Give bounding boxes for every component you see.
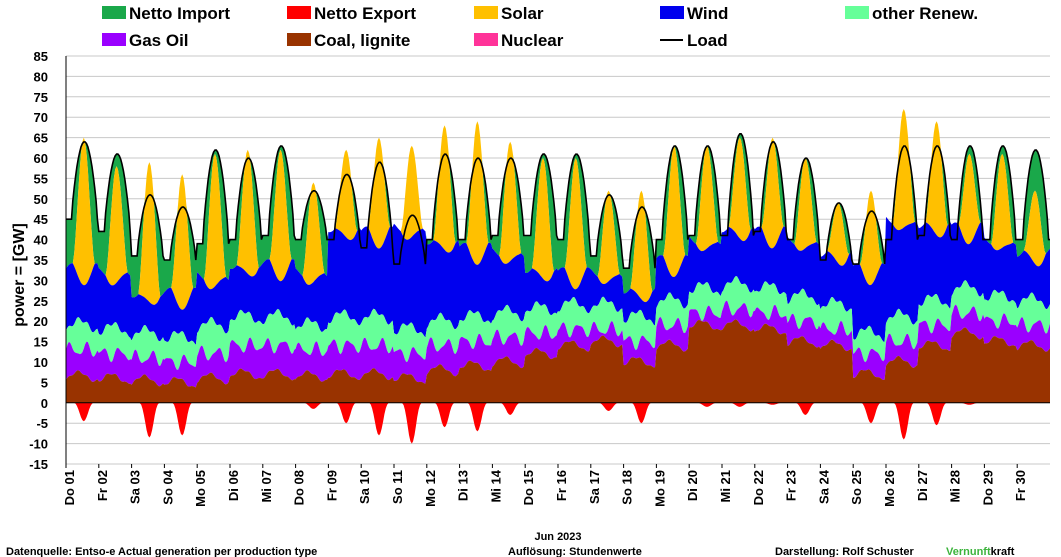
x-tick-label-16: Sa 17 [587, 470, 602, 504]
legend-swatch-1 [287, 6, 311, 19]
x-tick-label-23: Sa 24 [816, 469, 831, 504]
x-tick-label-17: So 18 [620, 470, 635, 505]
chart-legend: Netto Import Netto Export Solar Wind other R… [102, 4, 978, 50]
x-tick-label-0: Do 01 [62, 470, 77, 505]
x-tick-label-19: Di 20 [685, 470, 700, 501]
x-tick-label-7: Do 08 [292, 470, 307, 505]
y-axis-label: power = [GW] [11, 223, 28, 327]
x-tick-label-10: So 11 [390, 470, 405, 504]
y-tick-label-20: -15 [29, 457, 48, 472]
brand-green: Vernunft [946, 546, 991, 557]
legend-label-0: Netto Import [129, 4, 230, 23]
load-line [66, 133, 1050, 269]
area-coal-lignite [66, 319, 1050, 403]
y-tick-label-15: 10 [34, 355, 48, 370]
legend-label-5: Gas Oil [129, 31, 189, 50]
legend-label-8: Load [687, 31, 728, 50]
legend-label-4: other Renew. [872, 4, 978, 23]
y-tick-label-6: 55 [34, 171, 48, 186]
x-tick-label-4: Mo 05 [193, 470, 208, 507]
month-label: Jun 2023 [534, 531, 581, 543]
x-tick-label-20: Mi 21 [718, 470, 733, 503]
y-tick-label-10: 35 [34, 253, 48, 268]
y-tick-label-2: 75 [34, 90, 48, 105]
legend-swatch-3 [660, 6, 684, 19]
x-tick-label-13: Mi 14 [488, 469, 503, 502]
y-tick-label-17: 0 [41, 396, 48, 411]
area-gas-oil [66, 300, 1050, 388]
y-tick-label-12: 25 [34, 294, 48, 309]
y-tick-label-11: 30 [34, 273, 48, 288]
footer-brand: Vernunftkraft [946, 546, 1015, 557]
area-other-renew [66, 276, 1050, 370]
x-tick-label-1: Fr 02 [95, 470, 110, 501]
y-tick-label-13: 20 [34, 314, 48, 329]
footer-resolution: Auflösung: Stundenwerte [508, 546, 642, 557]
legend-swatch-6 [287, 33, 311, 46]
x-tick-label-9: Sa 10 [357, 470, 372, 504]
x-tick-label-6: Mi 07 [259, 470, 274, 503]
y-tick-label-16: 5 [41, 375, 48, 390]
area-solar [66, 109, 1050, 310]
y-tick-label-0: 85 [34, 49, 48, 64]
x-tick-label-3: So 04 [160, 469, 175, 504]
legend-swatch-0 [102, 6, 126, 19]
area-netto-import [66, 109, 1050, 298]
plot-area [65, 55, 1050, 465]
footer-author: Darstellung: Rolf Schuster [775, 546, 914, 557]
legend-label-7: Nuclear [501, 31, 564, 50]
y-tick-label-14: 15 [34, 335, 48, 350]
brand-black: kraft [991, 546, 1015, 557]
x-tick-label-15: Fr 16 [554, 470, 569, 501]
legend-swatch-7 [474, 33, 498, 46]
area-wind [66, 216, 1050, 345]
area-netto-export [66, 402, 1050, 444]
y-tick-label-8: 45 [34, 212, 48, 227]
x-tick-label-22: Fr 23 [784, 470, 799, 501]
x-tick-label-21: Do 22 [751, 470, 766, 505]
y-tick-label-4: 65 [34, 131, 48, 146]
x-tick-label-28: Do 29 [980, 470, 995, 505]
x-tick-label-8: Fr 09 [324, 470, 339, 501]
y-tick-label-5: 60 [34, 151, 48, 166]
legend-label-2: Solar [501, 4, 544, 23]
x-tick-label-24: So 25 [849, 470, 864, 505]
y-tick-label-9: 40 [34, 233, 48, 248]
x-tick-label-26: Di 27 [915, 470, 930, 501]
y-tick-label-1: 80 [34, 69, 48, 84]
x-tick-label-5: Di 06 [226, 470, 241, 501]
y-tick-label-18: -5 [36, 416, 48, 431]
legend-swatch-4 [845, 6, 869, 19]
x-tick-label-11: Mo 12 [423, 470, 438, 507]
x-tick-label-29: Fr 30 [1013, 470, 1028, 501]
y-axis: 8580757065605550454035302520151050-5-10-… [29, 49, 48, 472]
x-axis: Do 01 Fr 02 Sa 03 So 04 Mo 05 Di 06 Mi 07 Do 08… [62, 464, 1028, 507]
x-tick-label-14: Do 15 [521, 470, 536, 505]
legend-label-6: Coal, lignite [314, 31, 410, 50]
x-tick-label-27: Mi 28 [948, 470, 963, 503]
x-tick-label-12: Di 13 [456, 470, 471, 501]
legend-label-1: Netto Export [314, 4, 416, 23]
x-tick-label-2: Sa 03 [128, 470, 143, 504]
footer-source: Datenquelle: Entso-e Actual generation p… [6, 546, 317, 557]
y-tick-label-3: 70 [34, 110, 48, 125]
y-tick-label-19: -10 [29, 437, 48, 452]
legend-label-3: Wind [687, 4, 728, 23]
y-tick-label-7: 50 [34, 192, 48, 207]
legend-swatch-5 [102, 33, 126, 46]
x-tick-label-25: Mo 26 [882, 470, 897, 507]
legend-swatch-2 [474, 6, 498, 19]
x-tick-label-18: Mo 19 [652, 470, 667, 507]
